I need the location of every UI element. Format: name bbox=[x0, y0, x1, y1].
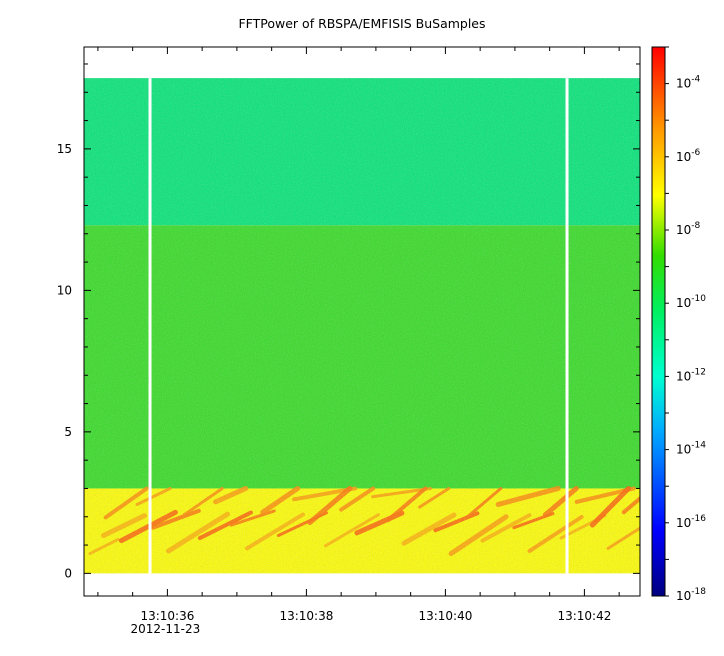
data-gap bbox=[148, 78, 152, 574]
y-tick-label: 0 bbox=[64, 566, 72, 580]
plot-frame bbox=[83, 46, 641, 597]
data-gaps bbox=[148, 78, 569, 574]
colorbar-frame bbox=[651, 46, 666, 597]
colorbar-tick-label: 10-16 bbox=[676, 514, 706, 530]
x-tick-date-label: 2012-11-23 bbox=[131, 622, 201, 636]
x-tick-label: 13:10:40 bbox=[418, 609, 472, 623]
chart-title: FFTPower of RBSPA/EMFISIS BuSamples bbox=[238, 16, 486, 31]
colorbar-tick-label: 10-14 bbox=[676, 441, 706, 457]
colorbar-tick-label: 10-18 bbox=[676, 587, 706, 603]
x-tick-label: 13:10:42 bbox=[557, 609, 611, 623]
data-gap bbox=[565, 78, 569, 574]
y-tick-label: 5 bbox=[64, 425, 72, 439]
colorbar-tick-label: 10-10 bbox=[676, 294, 706, 310]
y-tick-label: 15 bbox=[57, 142, 72, 156]
colorbar-tick-label: 10-12 bbox=[676, 367, 706, 383]
x-tick-label: 13:10:36 bbox=[140, 609, 194, 623]
y-axis: 0 5 10 15 bbox=[57, 63, 640, 580]
colorbar-tick-label: 10-6 bbox=[676, 148, 701, 164]
x-tick-label: 13:10:38 bbox=[279, 609, 333, 623]
y-tick-label: 10 bbox=[57, 283, 72, 297]
colorbar-axis: 10-4 10-6 10-8 10-10 10-12 10-14 10-16 10-18 bbox=[665, 46, 706, 603]
noise-texture bbox=[84, 78, 640, 574]
colorbar-tick-label: 10-4 bbox=[676, 75, 701, 91]
colorbar-tick-label: 10-8 bbox=[676, 221, 701, 237]
colorbar bbox=[652, 47, 665, 596]
